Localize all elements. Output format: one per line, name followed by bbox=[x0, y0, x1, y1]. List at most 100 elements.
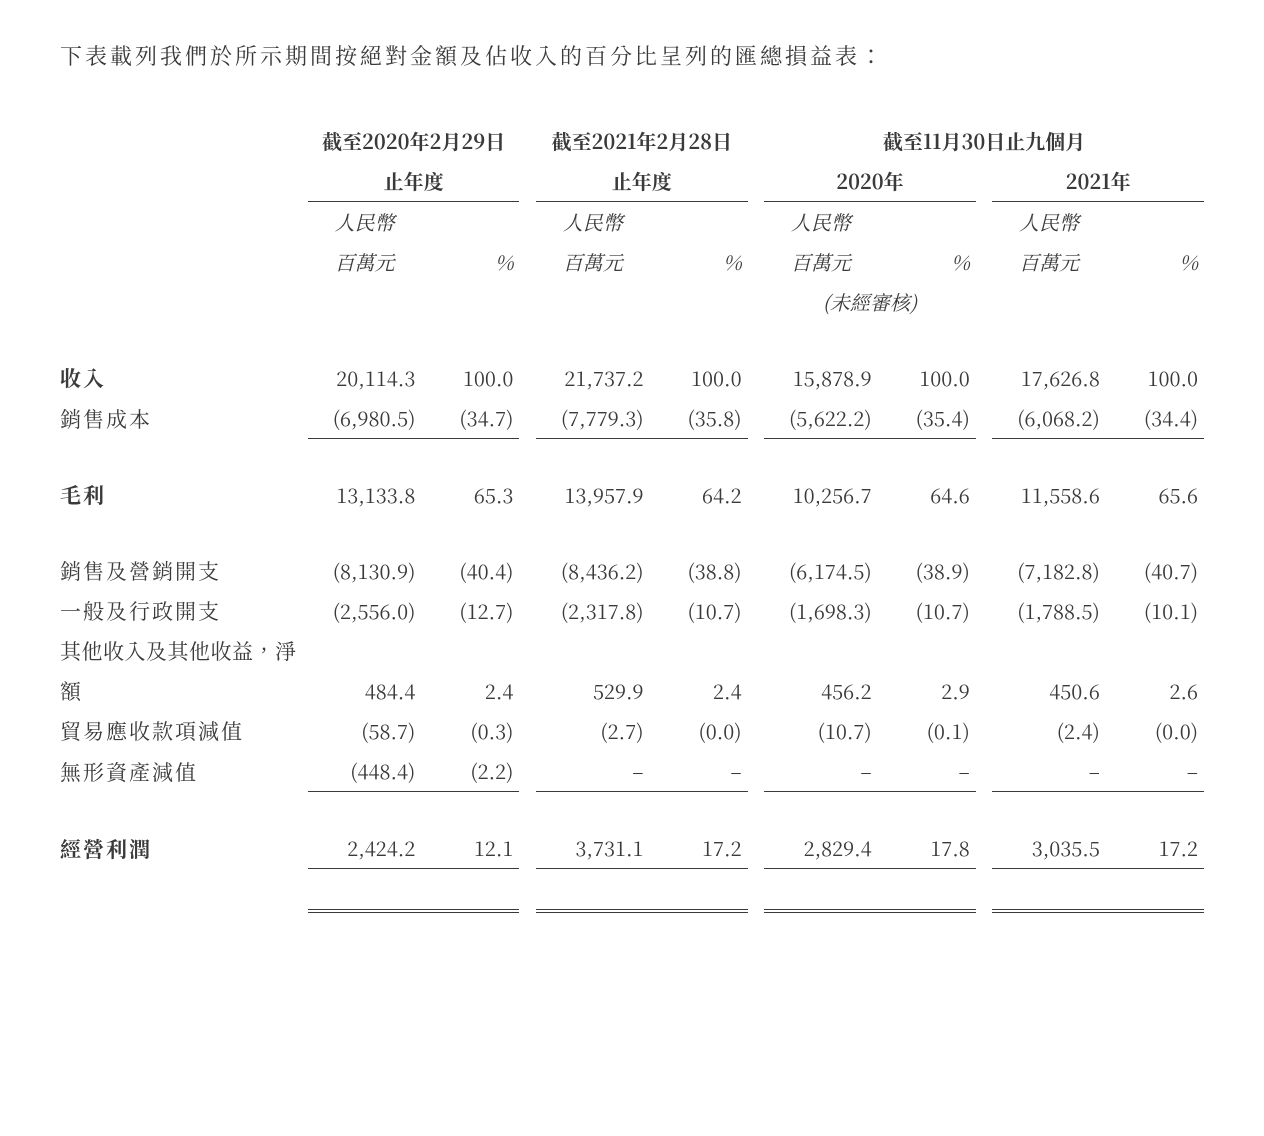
cell: 100.0 bbox=[1106, 358, 1204, 398]
row-other: 其他收入及其他收益，淨額 484.4 2.4 529.9 2.4 456.2 2… bbox=[60, 631, 1204, 711]
cell: (7,779.3) bbox=[536, 398, 650, 439]
cell: (7,182.8) bbox=[992, 551, 1106, 591]
row-op-profit: 經營利潤 2,424.2 12.1 3,731.1 17.2 2,829.4 1… bbox=[60, 828, 1204, 869]
header-row-rmb: 人民幣 人民幣 人民幣 人民幣 bbox=[60, 202, 1204, 243]
cell: (5,622.2) bbox=[764, 398, 878, 439]
cell: 65.6 bbox=[1106, 475, 1204, 515]
cell: 2.9 bbox=[878, 631, 976, 711]
cell: 3,035.5 bbox=[992, 828, 1106, 869]
cell: 17,626.8 bbox=[992, 358, 1106, 398]
hdr-mil-2: 百萬元 bbox=[536, 242, 650, 282]
cell: (40.7) bbox=[1106, 551, 1204, 591]
cell: (6,980.5) bbox=[308, 398, 422, 439]
hdr-rmb-2: 人民幣 bbox=[536, 202, 650, 243]
hdr-2020: 2020年 bbox=[764, 161, 976, 202]
cell: 100.0 bbox=[421, 358, 519, 398]
cell: 100.0 bbox=[650, 358, 748, 398]
row-cogs: 銷售成本 (6,980.5) (34.7) (7,779.3) (35.8) (… bbox=[60, 398, 1204, 439]
cell: (34.7) bbox=[421, 398, 519, 439]
cell: 2,424.2 bbox=[308, 828, 422, 869]
hdr-2021: 2021年 bbox=[992, 161, 1204, 202]
cell: (40.4) bbox=[421, 551, 519, 591]
row-admin: 一般及行政開支 (2,556.0) (12.7) (2,317.8) (10.7… bbox=[60, 591, 1204, 631]
cell: 65.3 bbox=[421, 475, 519, 515]
cell: (448.4) bbox=[308, 751, 422, 792]
cell: (10.7) bbox=[764, 711, 878, 751]
cell: 450.6 bbox=[992, 631, 1106, 711]
label-other: 其他收入及其他收益，淨額 bbox=[60, 631, 308, 711]
cell: (2.2) bbox=[421, 751, 519, 792]
label-selling: 銷售及營銷開支 bbox=[60, 551, 308, 591]
cell: – bbox=[992, 751, 1106, 792]
cell: 2.4 bbox=[650, 631, 748, 711]
cell: (6,068.2) bbox=[992, 398, 1106, 439]
cell: 17.2 bbox=[650, 828, 748, 869]
hdr-pct-3: % bbox=[878, 242, 976, 282]
cell: 11,558.6 bbox=[992, 475, 1106, 515]
cell: 17.2 bbox=[1106, 828, 1204, 869]
hdr-mil-3: 百萬元 bbox=[764, 242, 878, 282]
hdr-rmb-4: 人民幣 bbox=[992, 202, 1106, 243]
cell: – bbox=[764, 751, 878, 792]
cell: (58.7) bbox=[308, 711, 422, 751]
label-cogs: 銷售成本 bbox=[60, 398, 308, 439]
row-gross: 毛利 13,133.8 65.3 13,957.9 64.2 10,256.7 … bbox=[60, 475, 1204, 515]
label-revenue: 收入 bbox=[60, 358, 308, 398]
intro-text: 下表載列我們於所示期間按絕對金額及佔收入的百分比呈列的匯總損益表： bbox=[60, 40, 1204, 71]
cell: 17.8 bbox=[878, 828, 976, 869]
row-double-rule bbox=[60, 869, 1204, 912]
income-statement-table: 截至2020年2月29日 截至2021年2月28日 截至11月30日止九個月 止… bbox=[60, 121, 1204, 913]
hdr-fy20-sub: 止年度 bbox=[308, 161, 520, 202]
cell: – bbox=[650, 751, 748, 792]
header-row-2: 止年度 止年度 2020年 2021年 bbox=[60, 161, 1204, 202]
cell: (35.4) bbox=[878, 398, 976, 439]
cell: 456.2 bbox=[764, 631, 878, 711]
hdr-fy20: 截至2020年2月29日 bbox=[308, 121, 520, 161]
cell: 100.0 bbox=[878, 358, 976, 398]
label-admin: 一般及行政開支 bbox=[60, 591, 308, 631]
cell: 10,256.7 bbox=[764, 475, 878, 515]
row-intangible: 無形資產減值 (448.4) (2.2) – – – – – – bbox=[60, 751, 1204, 792]
label-op-profit: 經營利潤 bbox=[60, 828, 308, 869]
hdr-mil-4: 百萬元 bbox=[992, 242, 1106, 282]
cell: (12.7) bbox=[421, 591, 519, 631]
cell: (0.0) bbox=[650, 711, 748, 751]
hdr-unaudited: (未經審核) bbox=[764, 282, 976, 322]
cell: (38.8) bbox=[650, 551, 748, 591]
cell: 529.9 bbox=[536, 631, 650, 711]
cell: 64.2 bbox=[650, 475, 748, 515]
cell: (0.3) bbox=[421, 711, 519, 751]
hdr-pct-4: % bbox=[1106, 242, 1204, 282]
label-trade: 貿易應收款項減值 bbox=[60, 711, 308, 751]
cell: 21,737.2 bbox=[536, 358, 650, 398]
cell: 12.1 bbox=[421, 828, 519, 869]
cell: 15,878.9 bbox=[764, 358, 878, 398]
hdr-fy21: 截至2021年2月28日 bbox=[536, 121, 748, 161]
header-row-unit: 百萬元 % 百萬元 % 百萬元 % 百萬元 % bbox=[60, 242, 1204, 282]
cell: (2,556.0) bbox=[308, 591, 422, 631]
cell: (0.1) bbox=[878, 711, 976, 751]
cell: 13,957.9 bbox=[536, 475, 650, 515]
row-selling: 銷售及營銷開支 (8,130.9) (40.4) (8,436.2) (38.8… bbox=[60, 551, 1204, 591]
cell: 484.4 bbox=[308, 631, 422, 711]
cell: (8,130.9) bbox=[308, 551, 422, 591]
row-revenue: 收入 20,114.3 100.0 21,737.2 100.0 15,878.… bbox=[60, 358, 1204, 398]
cell: (8,436.2) bbox=[536, 551, 650, 591]
label-intangible: 無形資產減值 bbox=[60, 751, 308, 792]
cell: 20,114.3 bbox=[308, 358, 422, 398]
hdr-9m: 截至11月30日止九個月 bbox=[764, 121, 1204, 161]
label-gross: 毛利 bbox=[60, 475, 308, 515]
header-row-1: 截至2020年2月29日 截至2021年2月28日 截至11月30日止九個月 bbox=[60, 121, 1204, 161]
cell: 2.6 bbox=[1106, 631, 1204, 711]
cell: (2.7) bbox=[536, 711, 650, 751]
cell: (10.1) bbox=[1106, 591, 1204, 631]
hdr-mil-1: 百萬元 bbox=[308, 242, 422, 282]
hdr-pct-2: % bbox=[650, 242, 748, 282]
cell: (38.9) bbox=[878, 551, 976, 591]
cell: – bbox=[1106, 751, 1204, 792]
hdr-fy21-sub: 止年度 bbox=[536, 161, 748, 202]
hdr-rmb-1: 人民幣 bbox=[308, 202, 422, 243]
cell: (10.7) bbox=[650, 591, 748, 631]
cell: – bbox=[878, 751, 976, 792]
cell: – bbox=[536, 751, 650, 792]
